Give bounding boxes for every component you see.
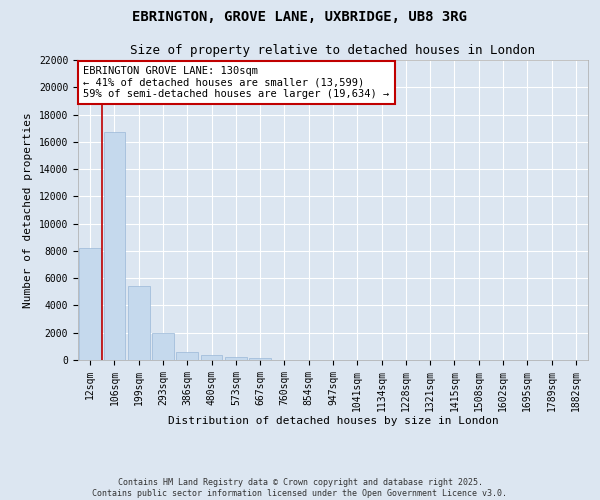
Bar bbox=[152, 334, 174, 360]
Bar bbox=[104, 132, 125, 360]
Bar bbox=[79, 248, 101, 360]
Bar bbox=[225, 357, 247, 360]
Y-axis label: Number of detached properties: Number of detached properties bbox=[23, 112, 34, 308]
Bar bbox=[200, 355, 223, 360]
X-axis label: Distribution of detached houses by size in London: Distribution of detached houses by size … bbox=[167, 416, 499, 426]
Bar bbox=[249, 358, 271, 360]
Title: Size of property relative to detached houses in London: Size of property relative to detached ho… bbox=[131, 44, 536, 58]
Text: Contains HM Land Registry data © Crown copyright and database right 2025.
Contai: Contains HM Land Registry data © Crown c… bbox=[92, 478, 508, 498]
Text: EBRINGTON GROVE LANE: 130sqm
← 41% of detached houses are smaller (13,599)
59% o: EBRINGTON GROVE LANE: 130sqm ← 41% of de… bbox=[83, 66, 389, 99]
Text: EBRINGTON, GROVE LANE, UXBRIDGE, UB8 3RG: EBRINGTON, GROVE LANE, UXBRIDGE, UB8 3RG bbox=[133, 10, 467, 24]
Bar bbox=[176, 352, 198, 360]
Bar bbox=[128, 286, 149, 360]
